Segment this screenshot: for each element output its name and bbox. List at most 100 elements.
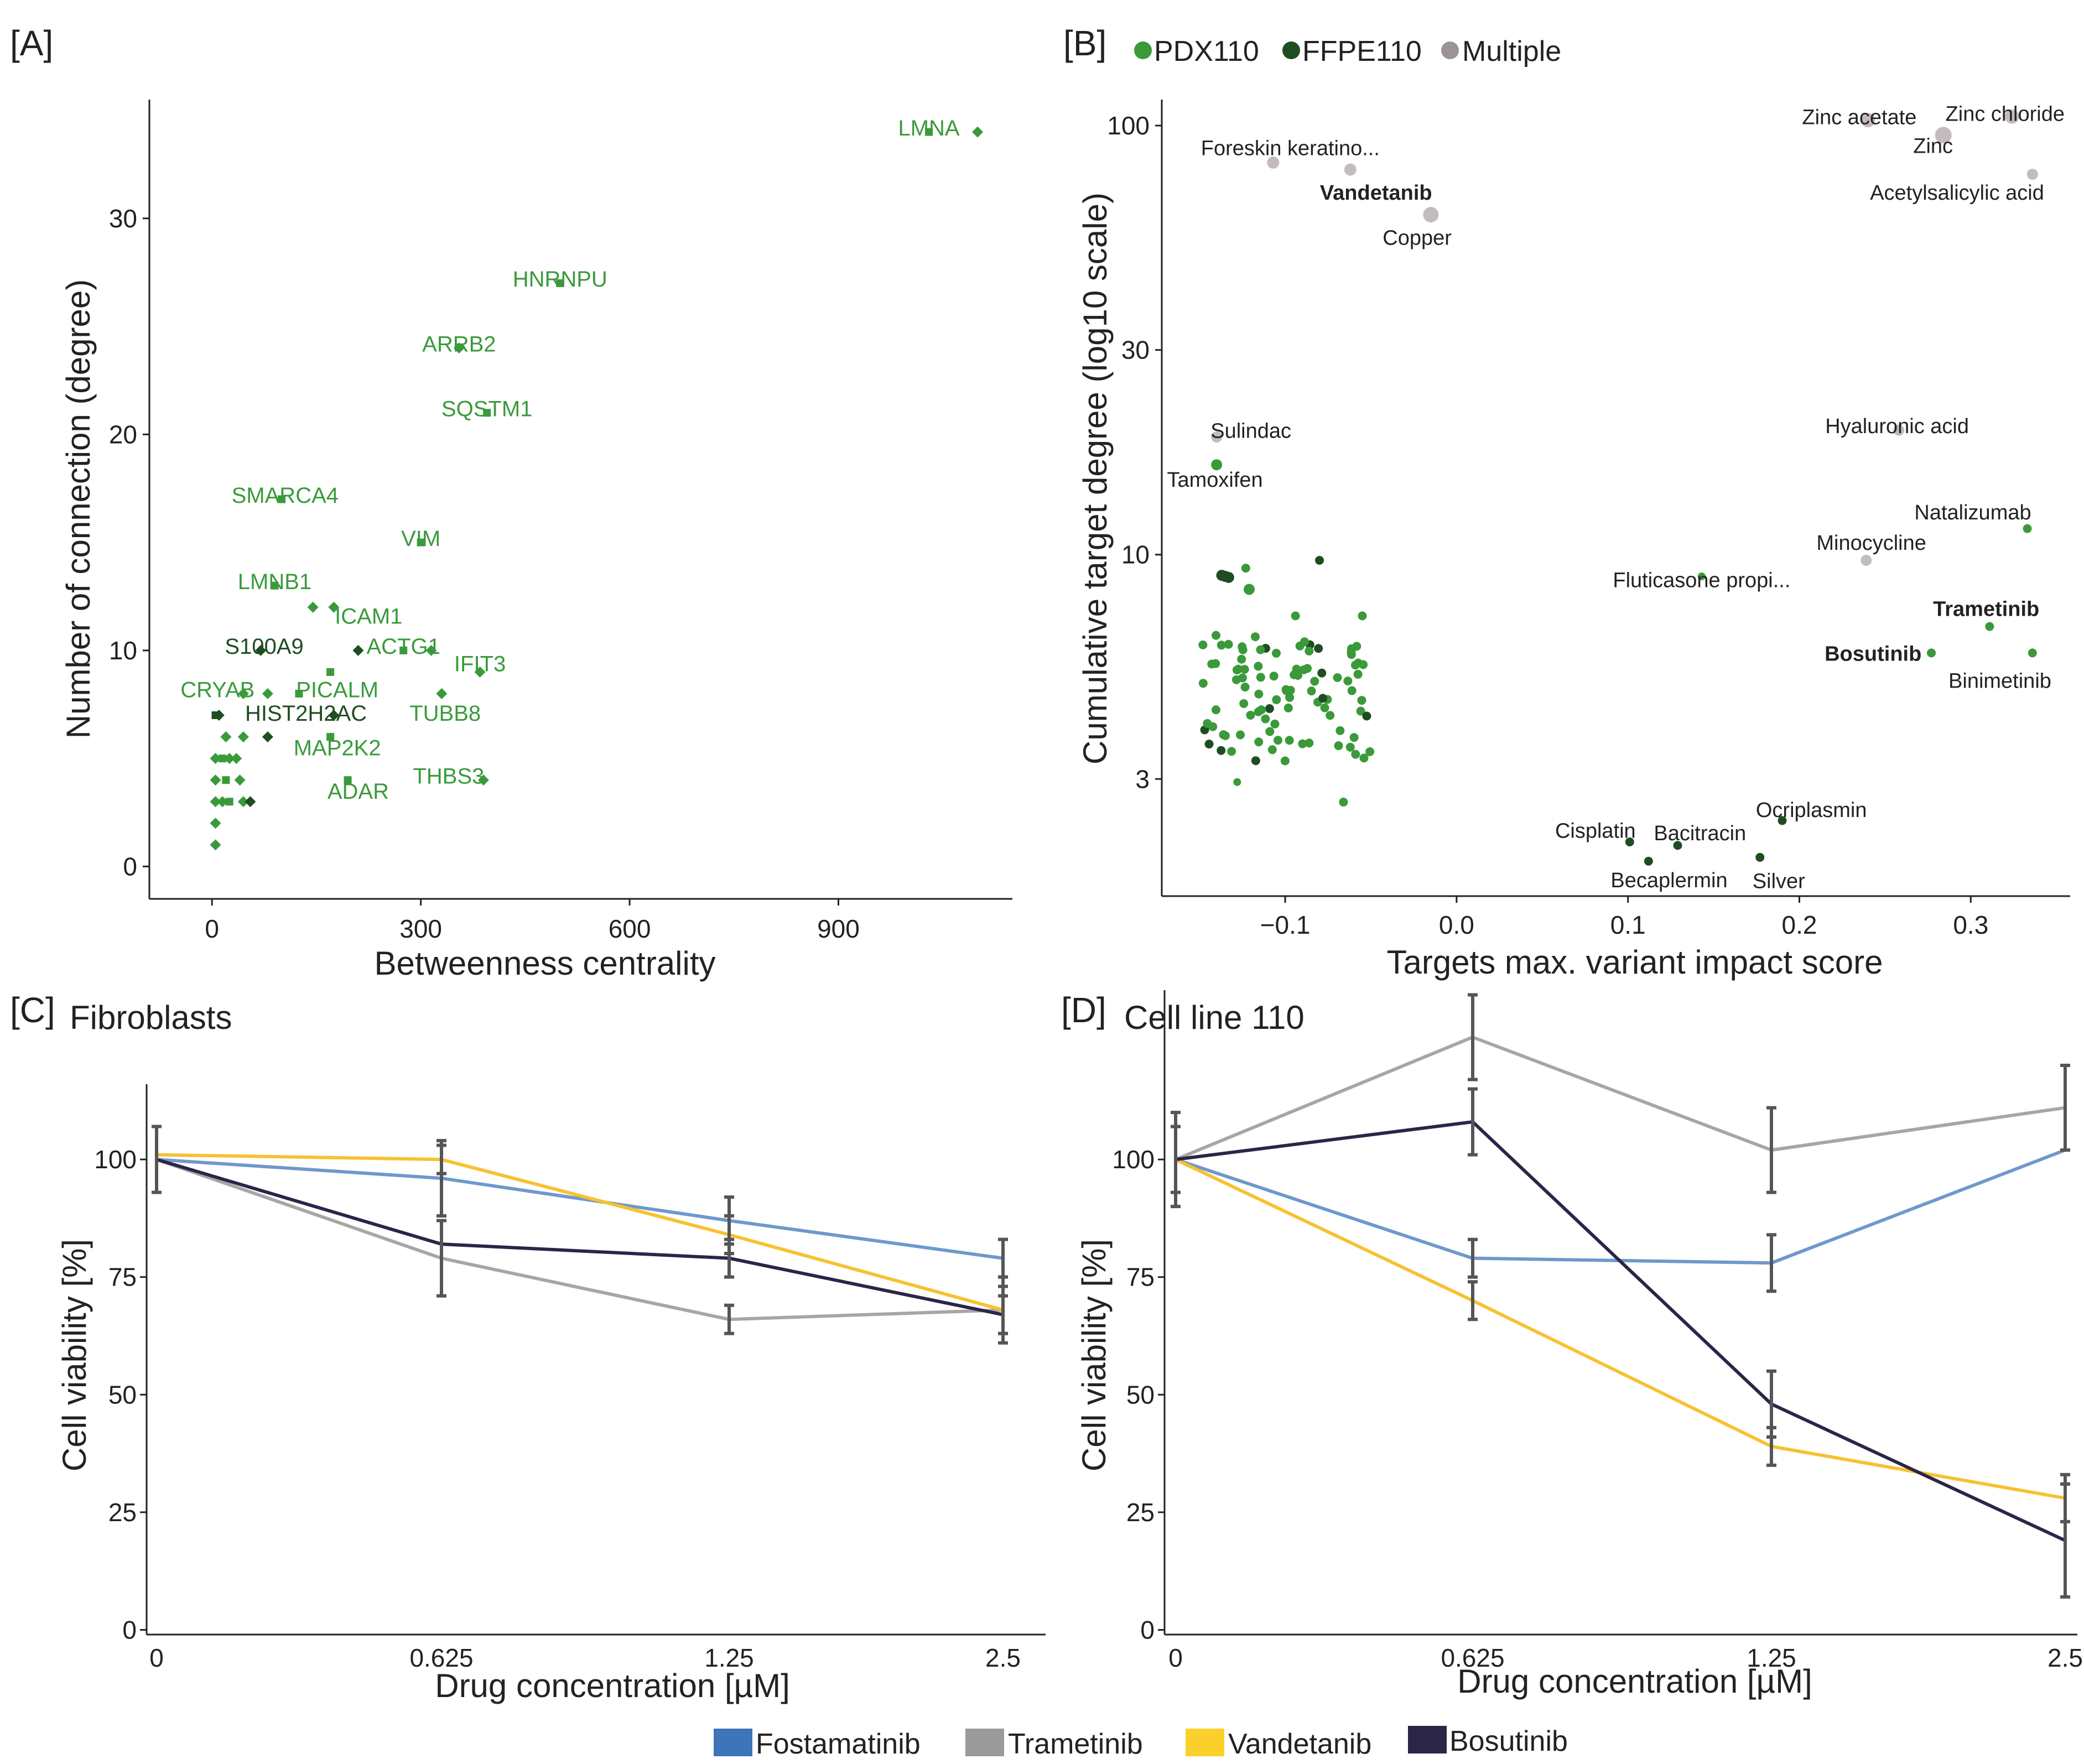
panel-b-point (1219, 730, 1228, 740)
panel-d-x-ticks: 0 0.625 1.25 2.5 (1168, 1643, 2083, 1672)
legend-label-vandetanib: Vandetanib (1228, 1728, 1371, 1760)
panel-a-point (326, 668, 335, 676)
panel-b-point (2004, 109, 2019, 124)
panel-a-point-label: THBS3 (413, 764, 484, 788)
panel-d-x-tick-label: 0 (1168, 1643, 1183, 1672)
panel-a-point-label: CRYAB (180, 678, 254, 702)
panel-d-error-bar (1766, 1106, 1776, 1194)
panel-c-label: [C] (10, 990, 55, 1030)
panel-b-point (1239, 699, 1249, 708)
panel-b-point (1356, 706, 1365, 716)
panel-a-point (224, 753, 235, 764)
panel-a-point (271, 581, 279, 590)
panel-b-point-label: Vandetanib (1320, 181, 1432, 205)
panel-d-error-bar (1468, 1087, 1478, 1157)
panel-a-point (556, 279, 564, 287)
panel-b-point (1335, 726, 1345, 735)
panel-b-point (1251, 756, 1260, 766)
panel-a-point-label: LMNA (898, 116, 959, 141)
panel-a-point (210, 818, 221, 829)
panel-a-point (425, 644, 437, 656)
panel-b-y-ticks: 3 10 30 100 (1107, 111, 1162, 793)
panel-b-point-label: Bacitracin (1654, 822, 1746, 845)
panel-b-point (1644, 856, 1653, 866)
panel-b-point (1755, 852, 1765, 862)
panel-d-line-trametinib (1174, 1035, 2066, 1161)
panel-a-point-label: ICAM1 (335, 604, 402, 628)
panel-d-y-tick-label: 0 (1140, 1615, 1155, 1644)
panel-b-point (1353, 669, 1363, 679)
panel-a-point (483, 409, 491, 417)
panel-a-point (234, 774, 246, 786)
panel-b-x-tick-label: −0.1 (1260, 910, 1311, 939)
panel-b-point-label: Foreskin keratino... (1201, 137, 1380, 160)
panel-a-point (220, 731, 232, 743)
panel-b-point (1254, 737, 1264, 747)
panel-d-error-bar (2060, 1482, 2070, 1599)
panel-a-point (925, 128, 933, 136)
panel-b-point (1334, 741, 1343, 751)
panel-a-point (222, 776, 230, 784)
panel-b-point (1291, 611, 1300, 621)
panel-b-point (1250, 632, 1260, 642)
panel-b-point (1241, 564, 1250, 573)
panel-d-error-bar (1468, 993, 1478, 1081)
panel-d-error-bar (1171, 1111, 1181, 1209)
panel-a-point (237, 796, 249, 808)
panel-b-point-label: Copper (1383, 226, 1452, 249)
panel-c-error-bar (998, 1294, 1008, 1335)
legend-dot-ffpe110 (1282, 41, 1300, 59)
panel-a-x-label: Betweenness centrality (375, 945, 716, 982)
panel-b-point (1254, 689, 1264, 699)
panel-b-point-label: Tamoxifen (1167, 469, 1262, 492)
panel-b-point-label: Bosutinib (1825, 642, 1921, 665)
panel-b: [B] PDX110 FFPE110 Multiple 3 10 30 100 −0.… (1063, 23, 2070, 981)
panel-a-point (255, 644, 267, 656)
panel-b-point (1935, 127, 1952, 144)
panel-a-point-label: ARRB2 (422, 332, 496, 356)
panel-b-point-labels: Zinc acetate Zinc chloride Zinc Foreskin ke… (1167, 102, 2065, 893)
legend-label-multiple: Multiple (1462, 35, 1561, 67)
panel-a-point (225, 798, 233, 806)
panel-b-point (1317, 668, 1327, 678)
panel-b-point (1232, 665, 1241, 675)
panel-b-point-label: Hyaluronic acid (1825, 415, 1969, 438)
panel-a-point (474, 666, 486, 678)
panel-c-y-tick-label: 75 (108, 1263, 137, 1292)
panel-a-point-label: SQSTM1 (441, 397, 532, 422)
panel-a-point (972, 126, 984, 138)
panel-b-x-tick-label: 0.2 (1782, 910, 1817, 939)
panel-a-point (217, 796, 228, 808)
panel-c-line-vandetanib (156, 1153, 1004, 1312)
panel-b-point (1359, 753, 1369, 763)
panel-b-point-label: Acetylsalicylic acid (1870, 181, 2044, 205)
panel-b-y-tick-label: 10 (1121, 540, 1150, 569)
legend-swatch-vandetanib (1186, 1729, 1224, 1756)
panel-b-point (1860, 113, 1875, 128)
panel-b-point (1778, 816, 1787, 825)
panel-a-point-label: LMNB1 (238, 570, 311, 594)
panel-b-point-label: Silver (1753, 870, 1805, 893)
panel-b-point-label: Trametinib (1933, 598, 2039, 621)
panel-b-point (1345, 742, 1355, 752)
panel-b-point (1300, 637, 1309, 647)
panel-b-point (2023, 524, 2032, 533)
panel-b-point (1280, 756, 1290, 766)
panel-a-x-ticks: 0 300 600 900 (205, 899, 860, 943)
panel-b-point (1310, 677, 1319, 686)
panel-a-point (328, 601, 340, 613)
panel-d-label: [D] (1061, 990, 1106, 1030)
panel-a-point (210, 796, 221, 808)
panel-d-error-bar (1766, 1233, 1776, 1293)
panel-b-point (1365, 747, 1375, 756)
panel-b-point (1267, 156, 1280, 169)
panel-a-y-tick-label: 30 (109, 204, 137, 233)
legend-label-ffpe110: FFPE110 (1302, 35, 1422, 67)
panel-c-line-trametinib (156, 1158, 1004, 1321)
panel-b-point (1254, 662, 1263, 671)
panel-b-point (1240, 664, 1249, 674)
panel-b-point (1237, 654, 1246, 664)
panel-b-point (1217, 641, 1226, 650)
panel-b-point-label: Natalizumab (1914, 501, 2031, 524)
panel-b-label: [B] (1063, 23, 1106, 63)
